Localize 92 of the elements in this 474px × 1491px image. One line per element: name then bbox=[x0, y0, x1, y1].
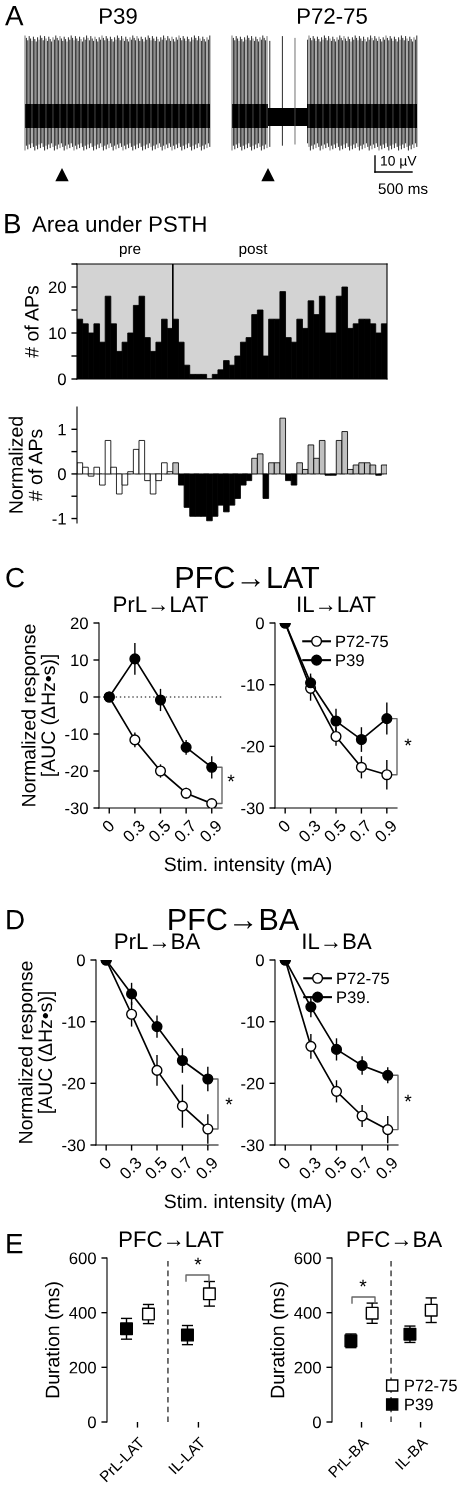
y-axis-title: # of APs bbox=[24, 285, 39, 358]
chart-title: IL→LAT bbox=[298, 596, 376, 612]
legend-label: P72-75 bbox=[337, 972, 389, 985]
y-tick-label: 10 bbox=[71, 654, 88, 667]
legend-label: P72-75 bbox=[405, 1379, 457, 1392]
y-axis-title: Normalized # of APs bbox=[8, 417, 43, 513]
text: 500 ms bbox=[378, 183, 428, 195]
x-tick-label: 0.5 bbox=[323, 1156, 348, 1180]
y-tick-label: 0 bbox=[76, 954, 85, 967]
x-axis-title: Stim. intensity (mA) bbox=[164, 1193, 332, 1213]
text: * bbox=[227, 774, 235, 782]
text: PFC→BA bbox=[169, 908, 300, 931]
text: P72-75 bbox=[298, 8, 367, 24]
y-tick-label: 600 bbox=[69, 1252, 96, 1265]
y-tick-label: -30 bbox=[241, 1139, 264, 1152]
text: E bbox=[7, 1234, 23, 1254]
text: * bbox=[404, 1094, 412, 1102]
text: P39 bbox=[100, 8, 137, 24]
legend-label: P39. bbox=[337, 991, 369, 1004]
x-tick-label: 0.7 bbox=[348, 819, 373, 843]
y-tick-label: -1 bbox=[52, 513, 66, 525]
y-tick-label: -10 bbox=[241, 679, 264, 691]
y-tick-label: 20 bbox=[70, 617, 88, 630]
y-tick-label: 0 bbox=[79, 691, 88, 704]
text: pre bbox=[119, 245, 141, 258]
chart-title: IL→BA bbox=[303, 933, 372, 949]
x-tick-label: 0.7 bbox=[173, 819, 197, 843]
y-tick-label: 400 bbox=[294, 1307, 321, 1319]
y-tick-label: 200 bbox=[294, 1361, 321, 1374]
y-tick-label: -20 bbox=[62, 1077, 85, 1090]
y-tick-label: 600 bbox=[294, 1252, 321, 1265]
x-tick-label: 0.3 bbox=[118, 1156, 143, 1180]
text: A bbox=[5, 6, 24, 26]
y-tick-label: -20 bbox=[241, 1077, 264, 1090]
legend-label: P39 bbox=[336, 654, 364, 667]
y-tick-label: 0 bbox=[255, 617, 264, 630]
text: post bbox=[239, 244, 268, 258]
y-tick-label: 0 bbox=[255, 954, 264, 967]
chart-title: PFC→LAT bbox=[119, 1231, 224, 1248]
text: * bbox=[225, 1097, 233, 1105]
y-axis-title: Duration (ms) bbox=[45, 1282, 64, 1398]
x-tick-label: 0 bbox=[277, 819, 292, 834]
x-tick-label: 0 bbox=[98, 1156, 113, 1171]
text: 10 µV bbox=[381, 155, 417, 169]
x-tick-label: 0.3 bbox=[297, 1156, 322, 1180]
x-tick-label: 0.7 bbox=[169, 1156, 194, 1180]
y-tick-label: 0 bbox=[312, 1416, 321, 1429]
y-tick-label: 0 bbox=[87, 1416, 96, 1429]
y-tick-label: -30 bbox=[65, 802, 88, 815]
y-tick-label: 0 bbox=[57, 468, 66, 481]
chart-title: PrL→BA bbox=[115, 933, 201, 949]
y-axis-title: Duration (ms) bbox=[270, 1282, 289, 1398]
x-tick-label: 0.9 bbox=[373, 819, 398, 843]
x-axis-title: Stim. intensity (mA) bbox=[164, 856, 332, 876]
y-tick-label: 200 bbox=[69, 1361, 96, 1374]
x-tick-label: 0.3 bbox=[121, 819, 146, 843]
y-tick-label: 10 bbox=[49, 327, 66, 340]
y-tick-label: -10 bbox=[241, 1016, 264, 1028]
chart-title: PFC→BA bbox=[347, 1231, 443, 1248]
y-tick-label: 400 bbox=[69, 1307, 96, 1319]
x-tick-label: 0.9 bbox=[374, 1156, 399, 1180]
x-tick-label: 0 bbox=[101, 819, 116, 834]
chart-title: Area under PSTH bbox=[32, 215, 206, 232]
x-tick-label: 0.9 bbox=[198, 819, 223, 843]
y-tick-label: -20 bbox=[65, 765, 88, 778]
text: C bbox=[6, 567, 24, 588]
x-tick-label: 0.3 bbox=[297, 819, 322, 843]
y-tick-label: 1 bbox=[58, 423, 66, 436]
x-tick-label: 0.5 bbox=[144, 1156, 168, 1180]
y-tick-label: -10 bbox=[62, 1016, 85, 1028]
y-tick-label: -30 bbox=[241, 802, 264, 815]
y-tick-label: -10 bbox=[65, 728, 88, 741]
text: B bbox=[5, 214, 21, 234]
text: D bbox=[7, 910, 24, 930]
x-tick-label: 0.7 bbox=[349, 1156, 373, 1180]
x-tick-label: 0.9 bbox=[194, 1156, 219, 1180]
text: * bbox=[404, 738, 412, 746]
annotation: * bbox=[359, 1279, 367, 1287]
y-tick-label: -30 bbox=[62, 1139, 85, 1152]
x-tick-label: 0.5 bbox=[147, 819, 172, 843]
y-axis-title: Normalized response [AUC (ΔHz•s)] bbox=[18, 961, 56, 1143]
x-tick-label: 0 bbox=[277, 1156, 292, 1171]
y-tick-label: 0 bbox=[57, 373, 66, 386]
legend-label: P39 bbox=[405, 1398, 433, 1411]
x-tick-label: 0.5 bbox=[323, 819, 347, 843]
y-tick-label: -20 bbox=[241, 740, 264, 753]
y-axis-title: Normalized response [AUC (ΔHz•s)] bbox=[21, 624, 59, 806]
chart-title: PrL→LAT bbox=[114, 596, 208, 612]
y-tick-label: 20 bbox=[48, 281, 66, 294]
legend-label: P72-75 bbox=[336, 635, 388, 648]
text: PFC→LAT bbox=[176, 566, 320, 589]
annotation: * bbox=[194, 1257, 202, 1265]
